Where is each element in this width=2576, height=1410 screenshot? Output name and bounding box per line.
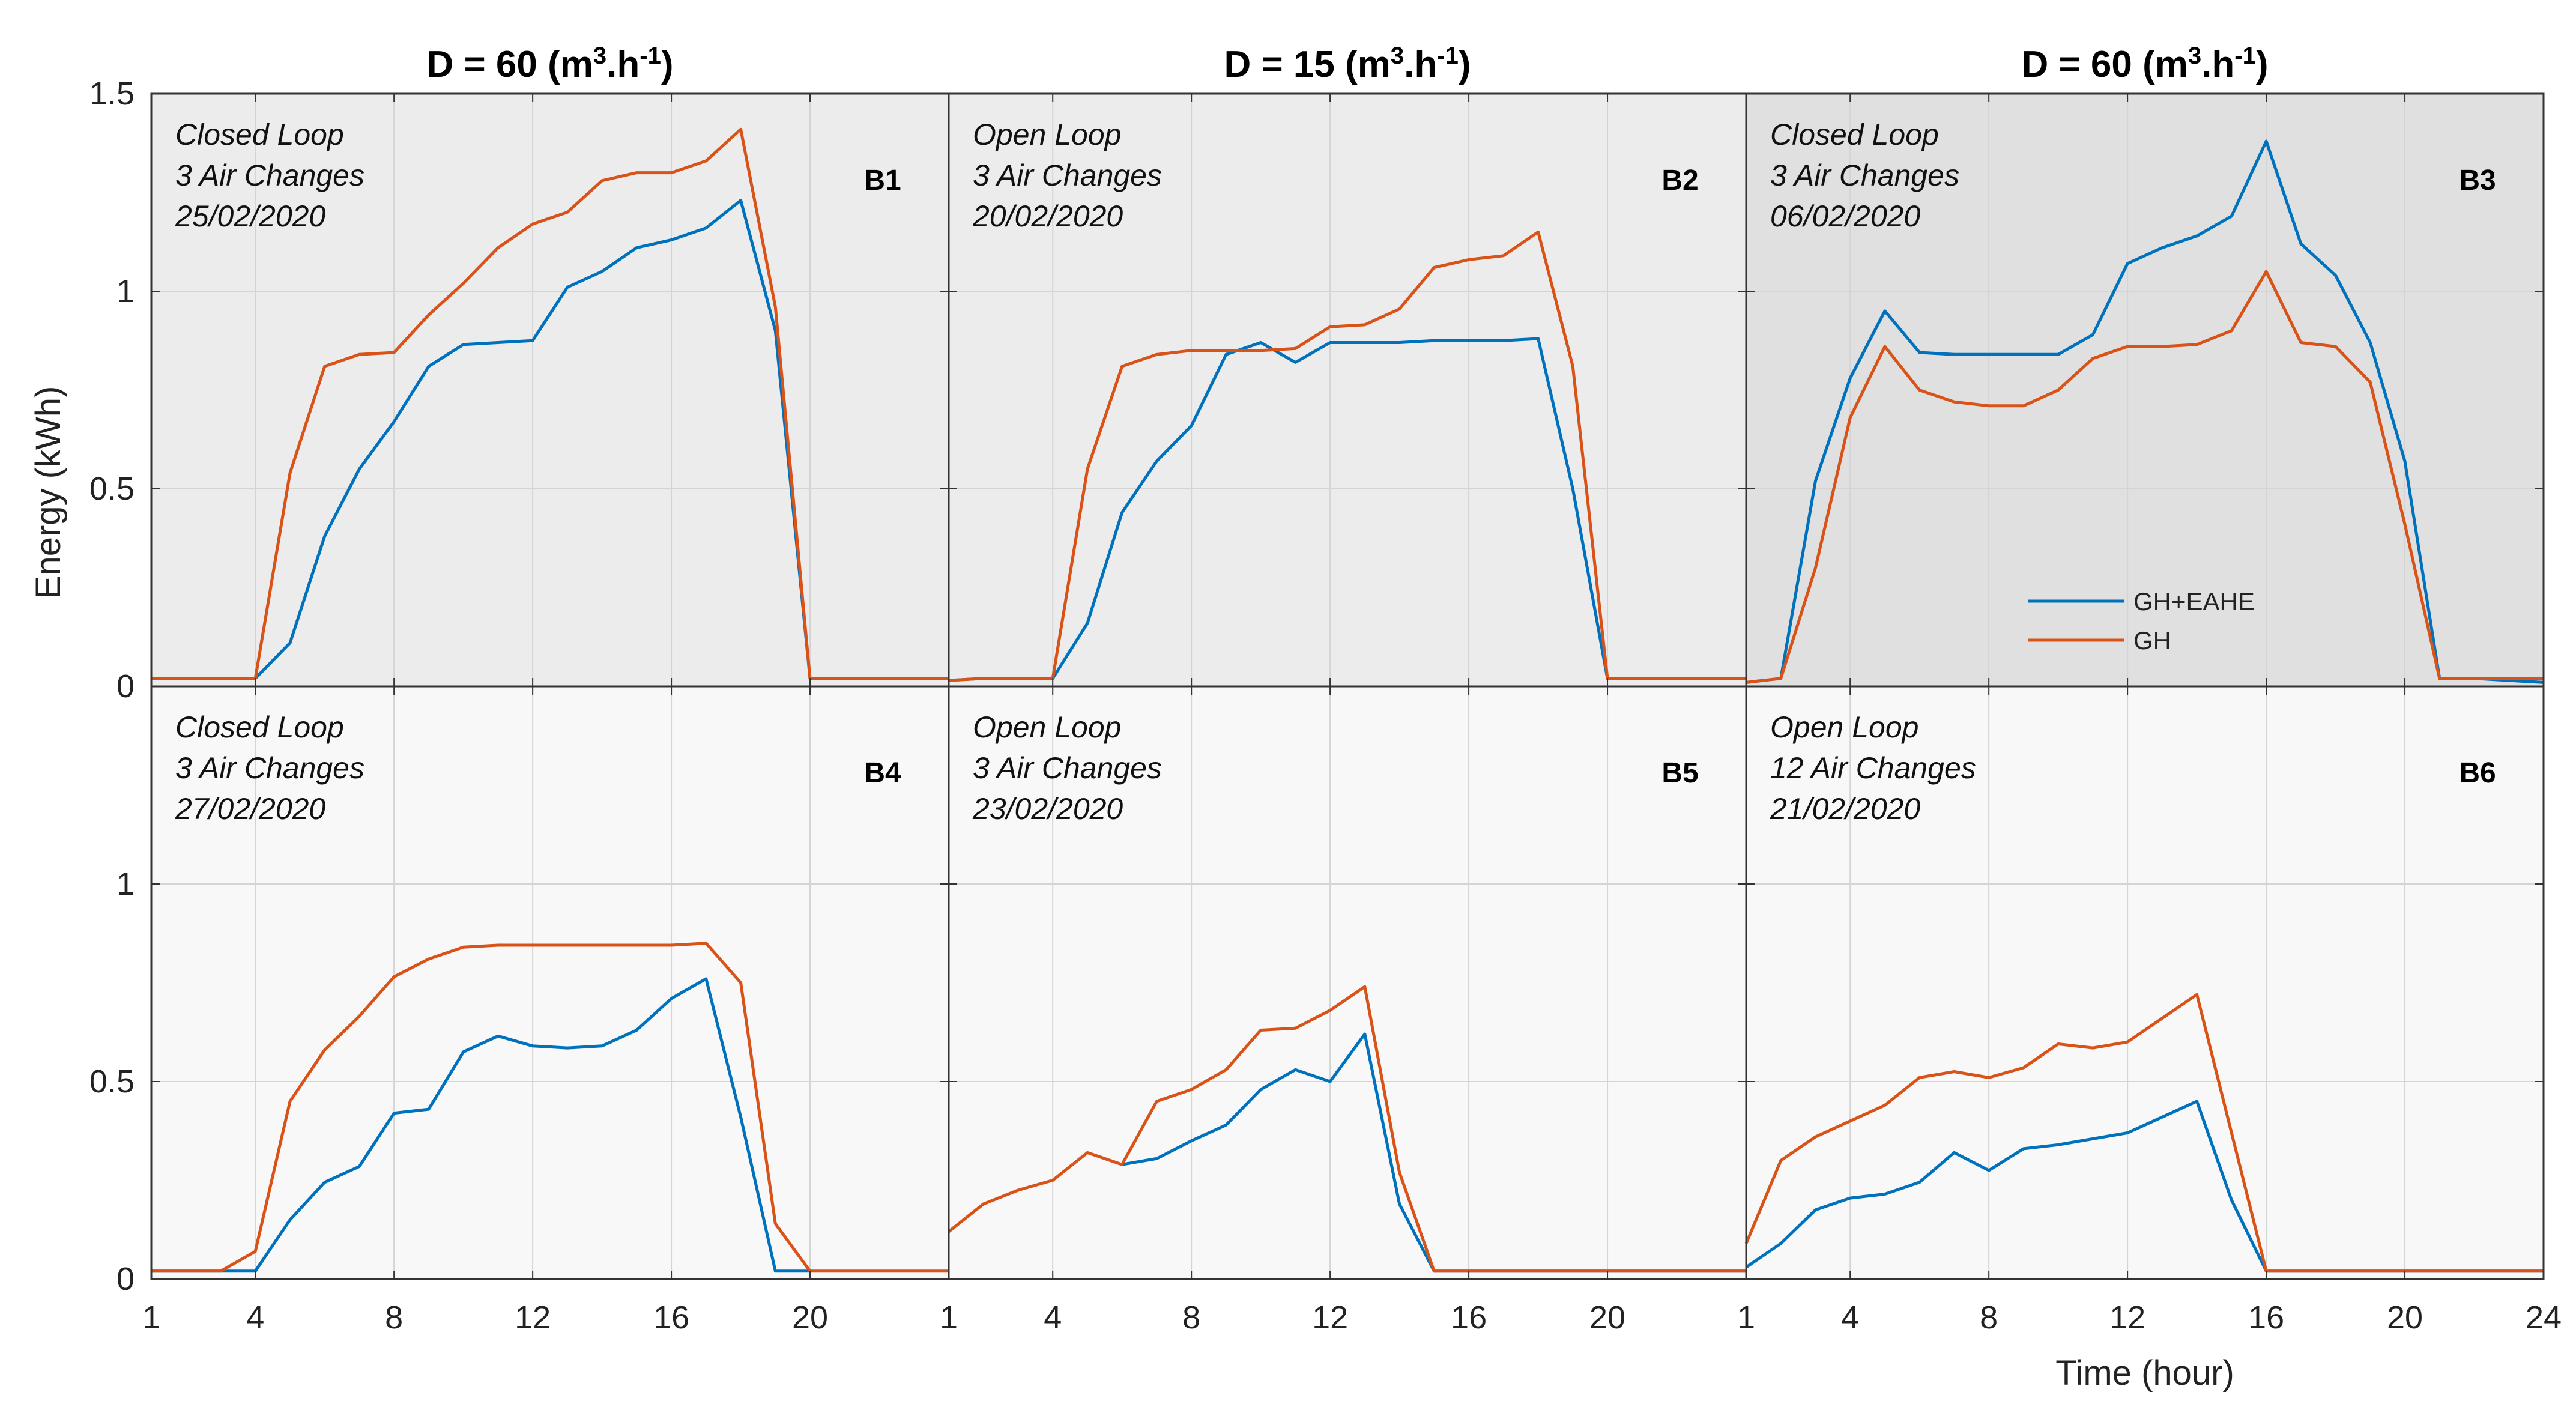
x-tick-label: 1 bbox=[142, 1300, 160, 1336]
y-axis-label: Energy (kWh) bbox=[29, 386, 68, 599]
x-tick-label: 8 bbox=[1182, 1300, 1200, 1336]
column-title-part: ) bbox=[661, 44, 674, 85]
x-tick-label: 1 bbox=[1737, 1300, 1755, 1336]
column-title-part: ) bbox=[2256, 44, 2269, 85]
y-tick-label: 1 bbox=[116, 273, 135, 309]
x-tick-label: 16 bbox=[653, 1300, 689, 1336]
panel-annotation: 12 Air Changes bbox=[1770, 751, 1976, 785]
panel-annotation: 20/02/2020 bbox=[972, 199, 1123, 233]
column-title-part: 3 bbox=[2188, 43, 2201, 69]
panel-annotation: Open Loop bbox=[1770, 710, 1918, 744]
column-title-part: .h bbox=[606, 44, 639, 85]
series-line-gh bbox=[948, 985, 1746, 1273]
panel-annotation: 3 Air Changes bbox=[175, 159, 364, 192]
x-tick-label: 1 bbox=[940, 1300, 958, 1336]
y-tick-label: 0 bbox=[116, 1261, 135, 1297]
panel-background bbox=[949, 94, 1746, 686]
panel-annotation: Open Loop bbox=[973, 118, 1121, 151]
x-tick-label: 24 bbox=[2526, 1300, 2562, 1336]
column-title: D = 60 (m3.h-1) bbox=[2022, 43, 2269, 85]
series-line-gh bbox=[948, 230, 1746, 682]
y-tick-label: 1 bbox=[116, 866, 135, 902]
panel-annotation: 27/02/2020 bbox=[175, 792, 325, 826]
panel-b3: Closed Loop 3 Air Changes 06/02/2020 B3 GH+E… bbox=[1745, 92, 2545, 688]
column-title-part: D = 60 (m bbox=[427, 44, 593, 85]
panel-annotation: 23/02/2020 bbox=[972, 792, 1123, 826]
panel-label: B6 bbox=[2459, 757, 2496, 789]
x-tick-label: 4 bbox=[1841, 1300, 1859, 1336]
y-tick-label: 0.5 bbox=[89, 1064, 135, 1100]
panel-label: B1 bbox=[864, 165, 901, 196]
panel-label: B4 bbox=[864, 757, 901, 789]
column-title-part: .h bbox=[1404, 44, 1437, 85]
panel-b6: Open Loop 12 Air Changes 21/02/2020 B6 1 4 8 12… bbox=[1737, 685, 2562, 1336]
panel-background bbox=[151, 686, 949, 1279]
legend-label: GH+EAHE bbox=[2133, 587, 2255, 616]
panel-annotation: 3 Air Changes bbox=[973, 751, 1162, 785]
panel-annotation: 3 Air Changes bbox=[973, 159, 1162, 192]
x-tick-label: 4 bbox=[246, 1300, 264, 1336]
column-title: D = 15 (m3.h-1) bbox=[1224, 43, 1471, 85]
series-line-gh bbox=[151, 127, 949, 680]
x-tick-label: 12 bbox=[2109, 1300, 2145, 1336]
series-line-gh-eahe bbox=[1746, 139, 2544, 684]
panel-b1: Closed Loop 3 Air Changes 25/02/2020 B1 0 0.5… bbox=[89, 76, 950, 704]
x-tick-label: 12 bbox=[1312, 1300, 1348, 1336]
panel-frame bbox=[1745, 685, 2545, 1280]
column-title-part: D = 15 (m bbox=[1224, 44, 1391, 85]
column-title-part: -1 bbox=[1437, 43, 1459, 69]
x-tick-label: 4 bbox=[1044, 1300, 1062, 1336]
panel-annotation: 25/02/2020 bbox=[175, 199, 325, 233]
column-title-part: -1 bbox=[639, 43, 661, 69]
column-title-part: D = 60 (m bbox=[2022, 44, 2188, 85]
series-line-gh bbox=[1746, 270, 2544, 684]
panel-background bbox=[151, 94, 949, 686]
legend-label: GH bbox=[2133, 626, 2171, 655]
panel-background bbox=[1746, 94, 2544, 686]
x-tick-label: 20 bbox=[1589, 1300, 1625, 1336]
x-tick-label: 12 bbox=[515, 1300, 551, 1336]
series-line-gh-eahe bbox=[151, 977, 810, 1273]
panel-annotation: Closed Loop bbox=[175, 118, 344, 151]
x-tick-label: 20 bbox=[2387, 1300, 2423, 1336]
column-title: D = 60 (m3.h-1) bbox=[427, 43, 674, 85]
panel-annotation: Closed Loop bbox=[1770, 118, 1939, 151]
panel-b4: Closed Loop 3 Air Changes 27/02/2020 B4 1 4 8 1… bbox=[89, 685, 950, 1336]
x-axis-label: Time (hour) bbox=[2055, 1354, 2234, 1393]
panel-annotation: Open Loop bbox=[973, 710, 1121, 744]
panel-annotation: 3 Air Changes bbox=[1770, 159, 1959, 192]
panel-label: B3 bbox=[2459, 165, 2496, 196]
panel-background bbox=[949, 686, 1746, 1279]
y-tick-label: 1.5 bbox=[89, 76, 135, 112]
panel-annotation: 21/02/2020 bbox=[1770, 792, 1920, 826]
panel-annotation: 06/02/2020 bbox=[1770, 199, 1920, 233]
x-tick-label: 8 bbox=[1980, 1300, 1998, 1336]
column-title-part: .h bbox=[2201, 44, 2234, 85]
series-line-gh bbox=[1744, 993, 2544, 1273]
panel-annotation: Closed Loop bbox=[175, 710, 344, 744]
panel-label: B5 bbox=[1661, 757, 1698, 789]
column-title-part: ) bbox=[1459, 44, 1471, 85]
column-title-part: 3 bbox=[1391, 43, 1404, 69]
column-title-part: 3 bbox=[593, 43, 606, 69]
y-tick-label: 0 bbox=[116, 668, 135, 704]
panel-label: B2 bbox=[1661, 165, 1698, 196]
series-line-gh bbox=[151, 942, 949, 1273]
x-tick-label: 8 bbox=[385, 1300, 403, 1336]
panel-annotation: 3 Air Changes bbox=[175, 751, 364, 785]
panel-background bbox=[1746, 686, 2544, 1279]
x-tick-label: 16 bbox=[2248, 1300, 2284, 1336]
y-tick-label: 0.5 bbox=[89, 471, 135, 507]
x-tick-label: 20 bbox=[792, 1300, 828, 1336]
column-title-part: -1 bbox=[2234, 43, 2256, 69]
panel-b2: Open Loop 3 Air Changes 20/02/2020 B2 bbox=[948, 92, 1747, 688]
x-tick-label: 16 bbox=[1451, 1300, 1487, 1336]
panel-b5: Open Loop 3 Air Changes 23/02/2020 B5 1 4 8 12 1… bbox=[940, 685, 1747, 1336]
